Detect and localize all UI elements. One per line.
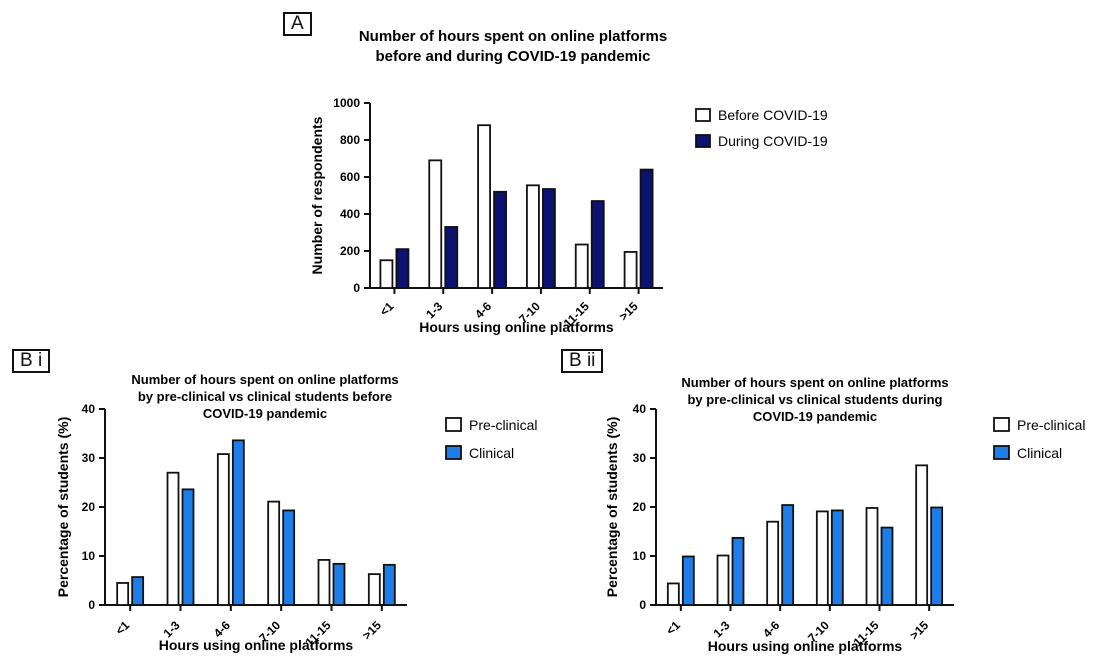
chart-2-bar-series-2 [930, 506, 944, 606]
chart-0-legend-label: Before COVID-19 [718, 107, 828, 123]
chart-1-bar-series-2 [231, 439, 245, 606]
chart-2-bar-series-1 [915, 464, 929, 606]
chart-2-bar-series-2 [731, 536, 745, 606]
chart-0-y-axis-label: Number of respondents [309, 116, 325, 274]
chart-0-y-tick-label: 200 [340, 244, 360, 258]
chart-1-y-tick-label: 40 [82, 402, 96, 416]
chart-1-y-tick-label: 10 [82, 549, 96, 563]
chart-0-y-tick-label: 600 [340, 170, 360, 184]
chart-0-x-tick-label: <1 [377, 299, 397, 319]
chart-1-x-axis-label: Hours using online platforms [159, 637, 354, 653]
chart-2-legend-swatch [993, 445, 1010, 460]
chart-0-bar-series-2 [493, 190, 507, 289]
chart-0-y-tick-label: 0 [353, 281, 360, 295]
chart-2-x-axis-label: Hours using online platforms [708, 638, 903, 654]
chart-2-y-tick-label: 0 [639, 598, 646, 612]
chart-0-y-tick-label: 400 [340, 207, 360, 221]
chart-0-bar-series-2 [542, 188, 556, 289]
chart-2-y-tick-label: 30 [633, 451, 647, 465]
chart-2-title-line: by pre-clinical vs clinical students dur… [687, 392, 942, 407]
chart-1-legend-swatch [445, 445, 462, 460]
panel-label-b-i: B i [12, 349, 51, 373]
chart-1-legend-label: Pre-clinical [469, 417, 537, 433]
chart-0-bar-series-1 [477, 124, 491, 289]
chart-2-y-tick-label: 20 [633, 500, 647, 514]
chart-1-bar-series-1 [367, 573, 381, 606]
chart-2-bar-series-2 [880, 526, 894, 606]
chart-0-bar-series-2 [639, 168, 654, 289]
chart-2-y-tick-label: 40 [633, 402, 647, 416]
panel-label-b-ii: B ii [561, 349, 604, 373]
chart-2-bar-series-2 [830, 509, 844, 606]
chart-1-bar-series-2 [131, 576, 145, 606]
chart-2-title-line: Number of hours spent on online platform… [681, 375, 948, 390]
chart-1-x-tick-label: >15 [360, 618, 385, 643]
chart-2-x-tick-label: <1 [663, 618, 683, 638]
chart-1-title-line: by pre-clinical vs clinical students bef… [138, 389, 392, 404]
chart-1-title-line: Number of hours spent on online platform… [131, 372, 398, 387]
chart-0-x-tick-label: >15 [616, 299, 641, 324]
chart-1-bar-series-2 [332, 562, 346, 606]
chart-1-title-line: COVID-19 pandemic [203, 406, 327, 421]
chart-2-bar-series-2 [781, 504, 795, 606]
chart-2-bar-series-1 [815, 510, 829, 606]
chart-0-title-line: before and during COVID-19 pandemic [375, 48, 650, 65]
chart-1-bar-series-1 [317, 559, 331, 606]
chart-2-bar-series-1 [716, 554, 730, 606]
chart-0-bar-series-2 [444, 226, 459, 289]
chart-2-x-tick-label: >15 [907, 618, 932, 643]
chart-2-bar-series-1 [766, 520, 780, 606]
chart-0-bar-series-1 [428, 159, 443, 289]
chart-0-y-tick-label: 1000 [333, 96, 360, 110]
chart-0-title-line: Number of hours spent on online platform… [359, 28, 667, 45]
chart-1-bar-series-2 [382, 563, 396, 606]
chart-0-legend-label: During COVID-19 [718, 133, 828, 149]
chart-2-y-tick-label: 10 [633, 549, 647, 563]
chart-1-y-tick-label: 20 [82, 500, 96, 514]
chart-0-bar-series-2 [590, 200, 605, 289]
panel-label-a: A [283, 12, 312, 36]
chart-1-bar-series-1 [267, 500, 281, 606]
chart-2-legend-swatch [993, 417, 1010, 432]
chart-1-x-tick-label: <1 [113, 618, 133, 638]
chart-2-title-line: COVID-19 pandemic [753, 409, 877, 424]
chart-0-bar-series-1 [574, 243, 589, 289]
chart-1-legend-swatch [445, 417, 462, 432]
chart-1-bar-series-1 [166, 471, 180, 606]
chart-1-bar-series-1 [116, 582, 130, 606]
chart-1-bar-series-2 [181, 488, 195, 606]
chart-1-bar-series-2 [282, 509, 296, 606]
chart-1-legend-label: Clinical [469, 445, 514, 461]
chart-0-bar-series-1 [623, 251, 638, 289]
chart-1-y-tick-label: 0 [88, 598, 95, 612]
chart-2-bar-series-1 [666, 582, 680, 606]
chart-2-bar-series-1 [865, 507, 879, 606]
chart-2-bar-series-2 [681, 555, 695, 606]
chart-1-y-axis-label: Percentage of students (%) [55, 417, 71, 597]
chart-0-bar-series-1 [379, 259, 394, 289]
chart-2-legend-label: Clinical [1017, 445, 1062, 461]
chart-2-y-axis-label: Percentage of students (%) [604, 417, 620, 597]
chart-0-legend-swatch [695, 108, 711, 122]
chart-0-x-axis-label: Hours using online platforms [419, 319, 614, 335]
chart-0-legend-swatch [695, 134, 711, 148]
chart-0-y-tick-label: 800 [340, 133, 360, 147]
chart-0-bar-series-1 [526, 184, 540, 289]
chart-1-bar-series-1 [216, 453, 230, 606]
chart-2-legend-label: Pre-clinical [1017, 417, 1085, 433]
chart-0-bar-series-2 [395, 248, 410, 289]
chart-1-y-tick-label: 30 [82, 451, 96, 465]
